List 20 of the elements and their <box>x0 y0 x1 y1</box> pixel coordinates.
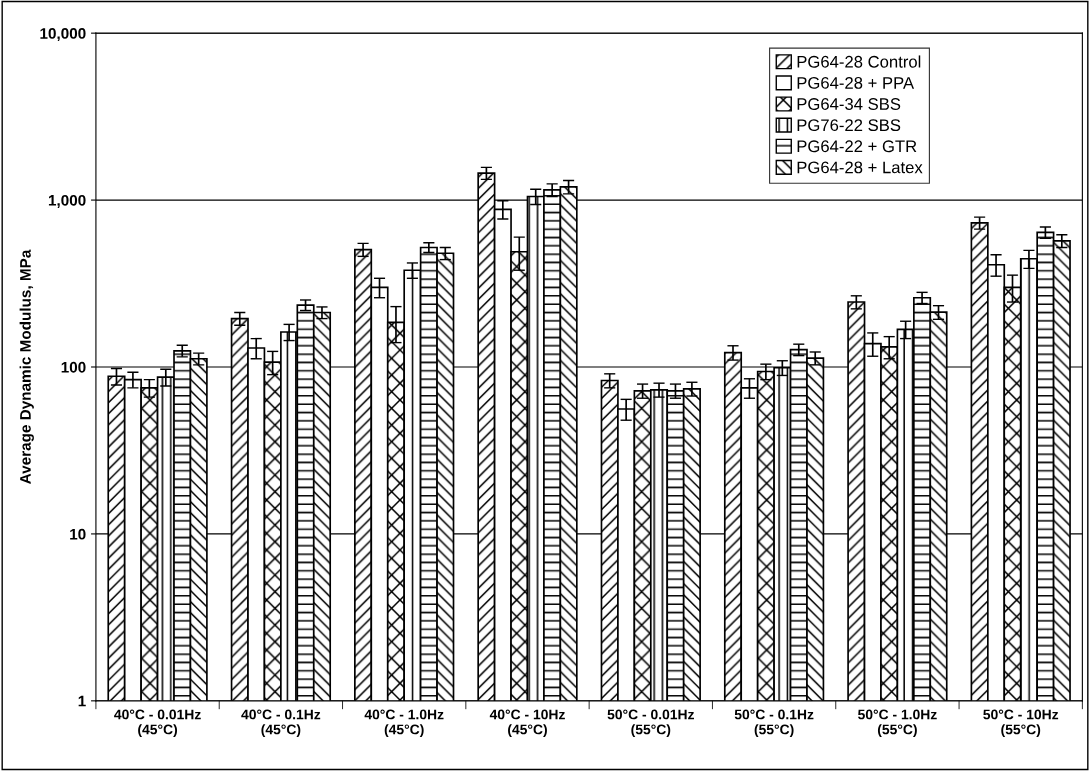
legend-label: PG64-28 + Latex <box>797 161 923 174</box>
x-tick-label: 40°C - 10Hz (45°C) <box>489 709 565 738</box>
legend-label: PG64-28 Control <box>797 55 921 68</box>
legend-label: PG76-22 SBS <box>797 119 901 132</box>
x-tick-label: 50°C - 0.1Hz (55°C) <box>734 709 814 738</box>
x-tick-label: 50°C - 0.01Hz (55°C) <box>607 709 694 738</box>
x-tick-label: 40°C - 0.1Hz (45°C) <box>241 709 321 738</box>
x-tick-label: 50°C - 10Hz (55°C) <box>983 709 1059 738</box>
y-tick-label: 100 <box>61 361 86 373</box>
y-tick-label: 1,000 <box>48 194 86 208</box>
y-tick-label: 10,000 <box>40 28 86 42</box>
legend-label: PG64-28 + PPA <box>797 76 915 89</box>
y-tick-label: 10 <box>70 528 86 540</box>
x-tick-label: 40°C - 1.0Hz (45°C) <box>364 709 444 738</box>
x-tick-label: 50°C - 1.0Hz (55°C) <box>858 709 937 738</box>
x-tick-label: 40°C - 0.01Hz (45°C) <box>114 709 201 738</box>
y-tick-label: 1 <box>78 695 86 707</box>
legend-label: PG64-22 + GTR <box>797 140 917 153</box>
legend-label: PG64-34 SBS <box>797 98 901 110</box>
y-axis-title: Average Dynamic Modulus, MPa <box>19 249 34 484</box>
